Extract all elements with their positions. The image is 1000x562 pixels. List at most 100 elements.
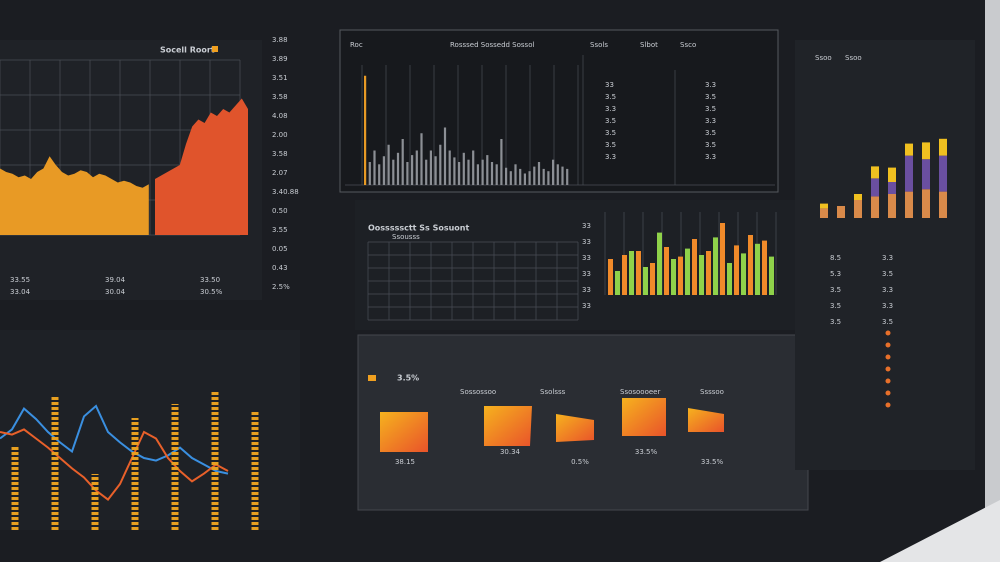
- bar: [490, 162, 494, 185]
- tile: [556, 414, 594, 442]
- bar: [434, 156, 437, 185]
- bar: [425, 159, 428, 185]
- bar: [552, 159, 555, 185]
- label: 2.00: [272, 131, 288, 139]
- bar: [481, 159, 484, 185]
- bar: [547, 171, 550, 185]
- label: Roc: [350, 41, 363, 49]
- bar: [364, 75, 367, 185]
- bar: [392, 159, 395, 185]
- bar: [939, 155, 947, 192]
- panel-subtitle: Ssousss: [392, 233, 420, 241]
- label: 3.40.88: [272, 188, 299, 196]
- bar: [396, 152, 400, 185]
- status-dot: [885, 402, 891, 408]
- label: Rosssed Sossedd Sossol: [450, 41, 534, 49]
- bar: [939, 138, 947, 156]
- label: 3.5: [605, 117, 616, 125]
- bar: [406, 162, 409, 185]
- label: Ssssoo: [700, 388, 724, 396]
- panel: [0, 330, 300, 530]
- label: 33: [582, 254, 591, 262]
- bar: [636, 251, 641, 295]
- bar: [387, 144, 390, 185]
- bar: [769, 256, 774, 295]
- label: 3.88: [272, 36, 288, 44]
- label: 3.5: [882, 270, 893, 278]
- bar: [664, 247, 669, 295]
- bar: [622, 255, 627, 295]
- area: [155, 98, 248, 235]
- panel: [795, 40, 975, 470]
- label: 3.3: [605, 153, 616, 161]
- label: Ssoo: [845, 54, 862, 62]
- bar: [871, 166, 879, 179]
- label: 3.3: [882, 254, 893, 262]
- bar: [378, 164, 381, 185]
- bar: [671, 259, 676, 295]
- bar: [888, 167, 896, 182]
- label: 33.5%: [635, 448, 658, 456]
- bar: [500, 139, 503, 185]
- label: 3.5: [705, 141, 716, 149]
- label: 30.5%: [200, 288, 223, 296]
- status-dot: [885, 366, 891, 372]
- bar: [528, 171, 531, 185]
- panel-title: Oosssssctt Ss Sosuont: [368, 224, 469, 233]
- bar: [657, 232, 662, 295]
- label: 3.3: [882, 286, 893, 294]
- bar: [888, 182, 896, 194]
- bar: [741, 253, 746, 295]
- bar: [699, 255, 704, 295]
- label: 3.5: [605, 141, 616, 149]
- bar: [453, 157, 456, 185]
- bar: [755, 243, 760, 295]
- label: 3.3: [705, 117, 716, 125]
- bar: [411, 155, 414, 185]
- status-dot: [885, 354, 891, 360]
- bar: [472, 150, 475, 185]
- bar: [476, 164, 479, 185]
- bar: [509, 171, 512, 185]
- label: 2.5%: [272, 283, 290, 291]
- bar: [706, 251, 711, 295]
- status-dot: [885, 390, 891, 396]
- label: 3.5: [605, 93, 616, 101]
- bar: [448, 150, 451, 185]
- bar: [820, 203, 828, 209]
- monitor-edge: [985, 0, 1000, 562]
- label: Ssolsss: [540, 388, 566, 396]
- label: 3.51: [272, 74, 288, 82]
- bar: [837, 206, 845, 218]
- label: 0.05: [272, 245, 288, 253]
- icon: [212, 46, 218, 52]
- label: Slbot: [640, 41, 658, 49]
- label: 30.04: [105, 288, 126, 296]
- bar: [486, 155, 489, 185]
- label: Ssosoooeer: [620, 388, 660, 396]
- bar: [420, 133, 423, 185]
- bar: [905, 191, 913, 218]
- label: 3.58: [272, 150, 288, 158]
- bar: [692, 239, 697, 295]
- line: [0, 404, 229, 475]
- label: 33.50: [200, 276, 220, 284]
- bar: [556, 164, 559, 185]
- bar: [566, 168, 569, 185]
- label: 0.43: [272, 264, 288, 272]
- bar: [429, 150, 432, 185]
- label: 5.3: [830, 270, 841, 278]
- bar: [523, 173, 526, 185]
- bar: [495, 164, 498, 185]
- tile: [622, 398, 666, 436]
- label: Sossossoo: [460, 388, 496, 396]
- label: Ssoo: [815, 54, 832, 62]
- label: 33: [582, 270, 591, 278]
- label: 33: [582, 286, 591, 294]
- bar: [720, 223, 725, 295]
- bar: [888, 194, 896, 218]
- label: 33: [582, 222, 591, 230]
- label: 3.58: [272, 93, 288, 101]
- bar: [854, 194, 862, 200]
